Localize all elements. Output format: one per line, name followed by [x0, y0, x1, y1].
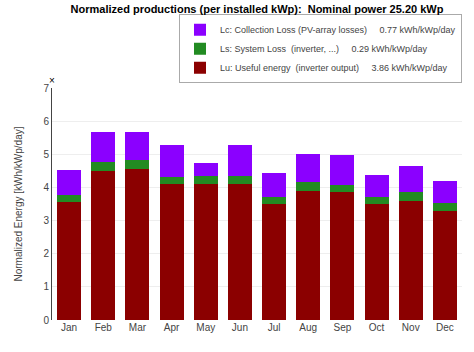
svg-text:Nov: Nov: [402, 322, 420, 333]
svg-text:May: May: [196, 322, 215, 333]
svg-text:7: 7: [43, 83, 49, 94]
svg-text:Dec: Dec: [436, 322, 454, 333]
svg-text:Feb: Feb: [95, 322, 113, 333]
svg-text:Normalized Energy [kWh/kWp/day: Normalized Energy [kWh/kWp/day]: [13, 126, 24, 281]
svg-text:Jul: Jul: [268, 322, 281, 333]
svg-text:Jun: Jun: [232, 322, 248, 333]
svg-text:6: 6: [43, 116, 49, 127]
svg-text:1: 1: [43, 281, 49, 292]
svg-text:Aug: Aug: [299, 322, 317, 333]
svg-text:Sep: Sep: [334, 322, 352, 333]
svg-text:2: 2: [43, 248, 49, 259]
svg-text:Jan: Jan: [61, 322, 77, 333]
svg-text:3: 3: [43, 215, 49, 226]
svg-text:Apr: Apr: [164, 322, 180, 333]
svg-text:Ls: System Loss (inverter, ..: Ls: System Loss (inverter, ...) 0.29 kWh…: [220, 44, 428, 54]
svg-text:Oct: Oct: [369, 322, 385, 333]
svg-text:0: 0: [43, 315, 49, 326]
svg-text:Mar: Mar: [129, 322, 147, 333]
svg-text:5: 5: [43, 149, 49, 160]
svg-text:4: 4: [43, 182, 49, 193]
svg-text:Normalized productions (per in: Normalized productions (per installed kW…: [71, 3, 444, 15]
svg-text:Lc: Collection Loss (PV-array: Lc: Collection Loss (PV-array losses) 0.…: [220, 25, 456, 35]
svg-text:Lu: Useful energy (inverter o: Lu: Useful energy (inverter output) 3.86…: [220, 63, 448, 73]
svg-text:×: ×: [49, 75, 55, 86]
